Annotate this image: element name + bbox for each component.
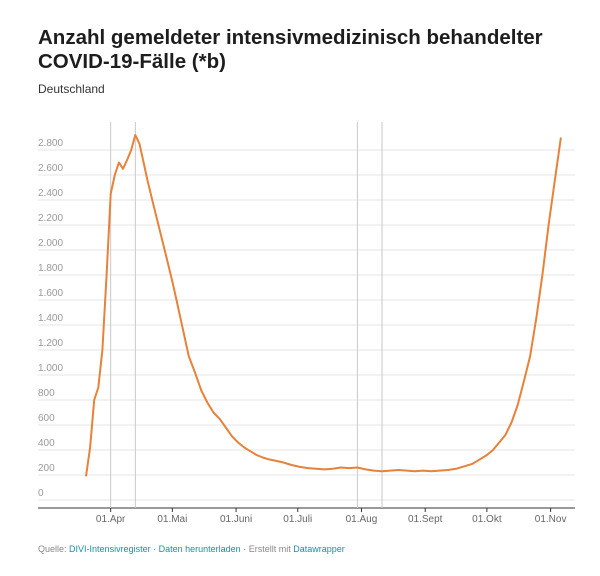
y-tick-label: 2.200: [38, 213, 63, 224]
chart-title: Anzahl gemeldeter intensivmedizinisch be…: [38, 26, 543, 73]
chart-subtitle: Deutschland: [38, 82, 105, 96]
source-prefix: Quelle:: [38, 544, 67, 554]
footer-separator: ·: [153, 544, 157, 554]
download-data-link[interactable]: Daten herunterladen: [158, 544, 241, 554]
y-tick-label: 1.200: [38, 338, 63, 349]
series-line: [85, 134, 562, 477]
y-tick-label: 2.400: [38, 188, 63, 199]
x-tick-label: 01.Sept: [408, 514, 443, 525]
y-tick-label: 1.400: [38, 313, 63, 324]
y-tick-label: 1.800: [38, 263, 63, 274]
x-tick-label: 01.Juli: [283, 514, 312, 525]
y-tick-label: 1.000: [38, 363, 63, 374]
x-tick-label: 01.Nov: [535, 514, 567, 525]
x-tick-label: 01.Juni: [220, 514, 252, 525]
x-tick-label: 01.Mai: [157, 514, 187, 525]
x-tick-label: 01.Okt: [472, 514, 502, 525]
y-tick-label: 2.800: [38, 138, 63, 149]
source-link[interactable]: DIVI-Intensivregister: [69, 544, 151, 554]
line-chart: 0 200 400 600 800 1.000 1.200 1.400 1.600 1.800 2.…: [38, 122, 575, 525]
y-tick-label: 800: [38, 388, 55, 399]
y-tick-label: 400: [38, 438, 55, 449]
chart-footer: Quelle: DIVI-Intensivregister · Daten he…: [38, 544, 345, 554]
footer-separator: ·: [243, 544, 247, 554]
datawrapper-link[interactable]: Datawrapper: [293, 544, 345, 554]
y-tick-label: 1.600: [38, 288, 63, 299]
y-tick-label: 2.000: [38, 238, 63, 249]
x-tick-label: 01.Apr: [96, 514, 126, 525]
y-tick-label: 600: [38, 413, 55, 424]
y-tick-label: 2.600: [38, 163, 63, 174]
y-tick-label: 200: [38, 463, 55, 474]
x-tick-label: 01.Aug: [346, 514, 378, 525]
y-tick-label: 0: [38, 488, 44, 499]
created-with-prefix: Erstellt mit: [248, 544, 291, 554]
